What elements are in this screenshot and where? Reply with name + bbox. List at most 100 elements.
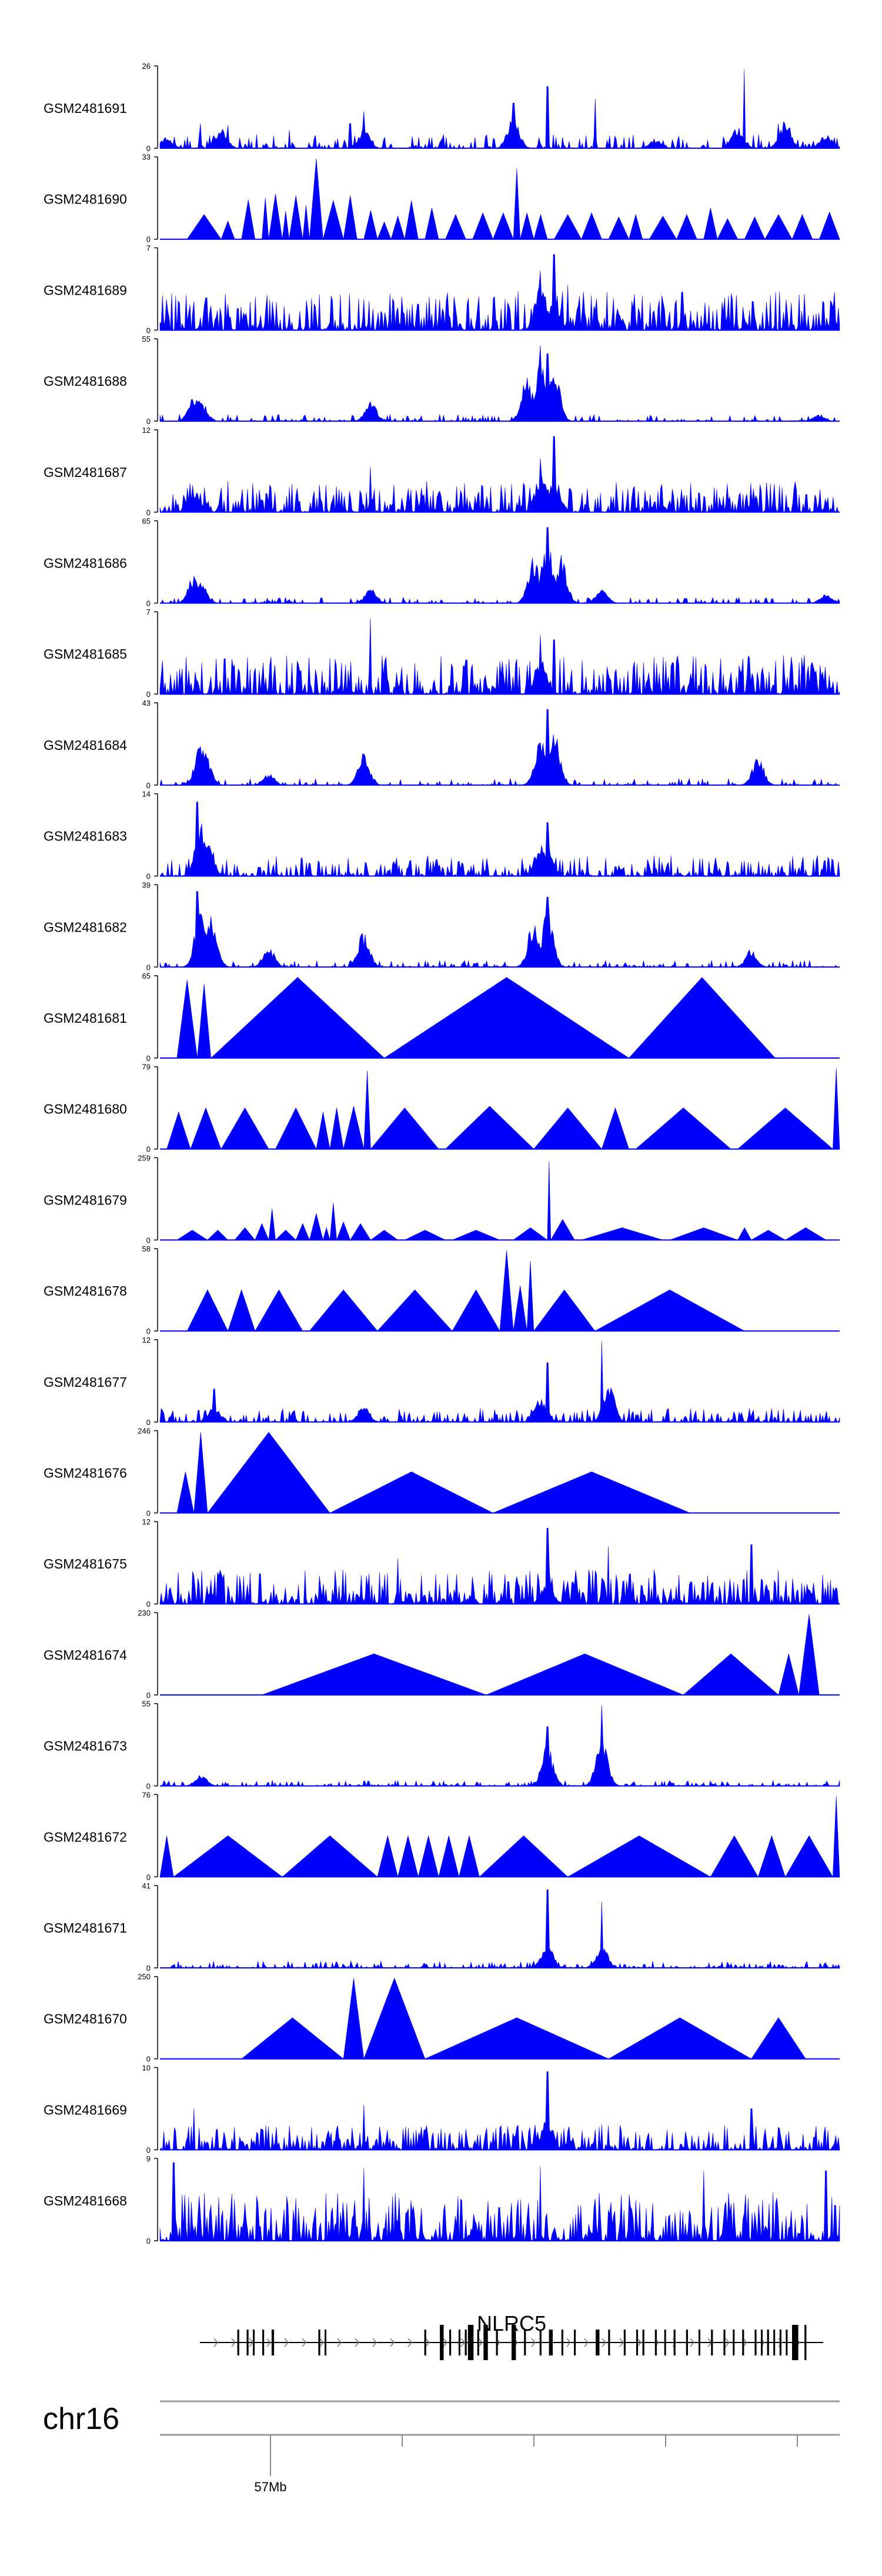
track-GSM2481678: GSM2481678 58 0: [44, 1244, 840, 1336]
gene-exon: [253, 2330, 255, 2355]
y-max-label: 230: [138, 1609, 151, 1617]
y-min-label: 0: [146, 417, 151, 426]
y-min-label: 0: [146, 963, 151, 972]
y-max-label: 41: [142, 1881, 151, 1890]
signal-area: [159, 1796, 840, 1877]
y-min-label: 0: [146, 2145, 151, 2154]
track-GSM2481688: GSM2481688 55 0: [44, 335, 840, 426]
y-max-label: 43: [142, 699, 151, 708]
track-GSM2481691: GSM2481691 26 0: [44, 62, 840, 153]
gene-exon: [642, 2330, 644, 2355]
track-GSM2481669: GSM2481669 10 0: [44, 2063, 840, 2154]
chromosome-ideogram: chr16 57Mb: [43, 2400, 840, 2494]
gene-exon: [636, 2330, 638, 2355]
track-label: GSM2481670: [44, 2011, 127, 2027]
y-min-label: 0: [146, 781, 151, 790]
y-max-label: 65: [142, 517, 151, 526]
gene-exon: [733, 2330, 735, 2355]
y-min-label: 0: [146, 508, 151, 517]
y-min-label: 0: [146, 1600, 151, 1609]
y-max-label: 12: [142, 1517, 151, 1526]
track-GSM2481674: GSM2481674 230 0: [44, 1609, 840, 1700]
strand-arrow: [531, 2338, 536, 2347]
strand-arrow: [266, 2338, 271, 2347]
signal-area: [159, 618, 840, 695]
y-min-label: 0: [146, 1873, 151, 1881]
track-GSM2481672: GSM2481672 76 0: [44, 1790, 840, 1881]
track-GSM2481680: GSM2481680 79 0: [44, 1063, 840, 1154]
signal-area: [186, 158, 840, 239]
strand-arrow: [725, 2338, 730, 2347]
track-GSM2481675: GSM2481675 12 0: [44, 1517, 840, 1609]
gene-exon: [424, 2330, 426, 2355]
gene-exon: [524, 2330, 526, 2355]
strand-arrow: [566, 2338, 571, 2347]
track-label: GSM2481682: [44, 919, 127, 935]
signal-area: [176, 1162, 827, 1240]
y-max-label: 246: [138, 1427, 151, 1436]
chromosome-label: chr16: [43, 2402, 119, 2436]
track-label: GSM2481689: [44, 282, 127, 298]
track-GSM2481679: GSM2481679 259 0: [44, 1153, 840, 1244]
signal-area: [159, 527, 840, 604]
strand-arrow: [443, 2338, 447, 2347]
track-GSM2481684: GSM2481684 43 0: [44, 699, 840, 790]
track-GSM2481685: GSM2481685 7 0: [44, 608, 840, 699]
track-label: GSM2481683: [44, 829, 127, 844]
track-label: GSM2481672: [44, 1829, 127, 1844]
y-min-label: 0: [146, 2055, 151, 2064]
strand-arrow: [407, 2338, 412, 2347]
gene-exon: [623, 2330, 626, 2355]
gene-exon: [271, 2330, 275, 2355]
track-GSM2481668: GSM2481668 9 0: [44, 2154, 840, 2245]
track-label: GSM2481675: [44, 1556, 127, 1571]
y-max-label: 33: [142, 153, 151, 162]
track-label: GSM2481688: [44, 373, 127, 389]
gene-exons: [237, 2325, 807, 2360]
gene-exon: [686, 2330, 688, 2355]
y-min-label: 0: [146, 1418, 151, 1427]
gene-exon: [246, 2330, 249, 2355]
signal-area: [186, 1250, 745, 1332]
track-label: GSM2481671: [44, 1920, 127, 1936]
signal-area: [159, 1889, 840, 1969]
track-GSM2481690: GSM2481690 33 0: [44, 153, 840, 244]
gene-exon: [804, 2325, 807, 2360]
y-max-label: 7: [146, 608, 151, 616]
track-GSM2481676: GSM2481676 246 0: [44, 1427, 840, 1518]
y-max-label: 12: [142, 1336, 151, 1344]
gene-exon: [449, 2330, 452, 2355]
gene-exon: [608, 2330, 610, 2355]
gene-exon: [561, 2330, 563, 2355]
gene-exon: [699, 2330, 700, 2355]
y-min-label: 0: [146, 1327, 151, 1336]
gene-exon: [754, 2330, 757, 2355]
gene-exon: [496, 2330, 498, 2355]
y-max-label: 39: [142, 880, 151, 889]
track-GSM2481677: GSM2481677 12 0: [44, 1336, 840, 1427]
gene-exon: [318, 2330, 320, 2355]
signal-area: [176, 1432, 690, 1513]
strand-arrow: [249, 2338, 253, 2347]
track-GSM2481689: GSM2481689 7 0: [44, 243, 840, 335]
track-label: GSM2481680: [44, 1102, 127, 1117]
track-GSM2481681: GSM2481681 65 0: [44, 972, 840, 1063]
signal-area: [240, 1977, 806, 2059]
strand-arrow: [337, 2338, 342, 2347]
y-max-label: 55: [142, 335, 151, 343]
strand-arrow: [231, 2338, 236, 2347]
gene-exon: [440, 2325, 444, 2360]
strand-arrow: [284, 2338, 289, 2347]
gene-exon: [654, 2330, 657, 2355]
track-GSM2481683: GSM2481683 14 0: [44, 790, 840, 881]
gene-exon: [792, 2325, 799, 2360]
track-label: GSM2481677: [44, 1374, 127, 1390]
signal-area: [176, 977, 776, 1059]
y-min-label: 0: [146, 1691, 151, 1700]
gene-exon: [761, 2330, 763, 2355]
y-max-label: 10: [142, 2063, 151, 2072]
signal-area: [159, 254, 840, 331]
track-GSM2481687: GSM2481687 12 0: [44, 426, 840, 517]
track-GSM2481673: GSM2481673 55 0: [44, 1700, 840, 1791]
y-min-label: 0: [146, 144, 151, 153]
